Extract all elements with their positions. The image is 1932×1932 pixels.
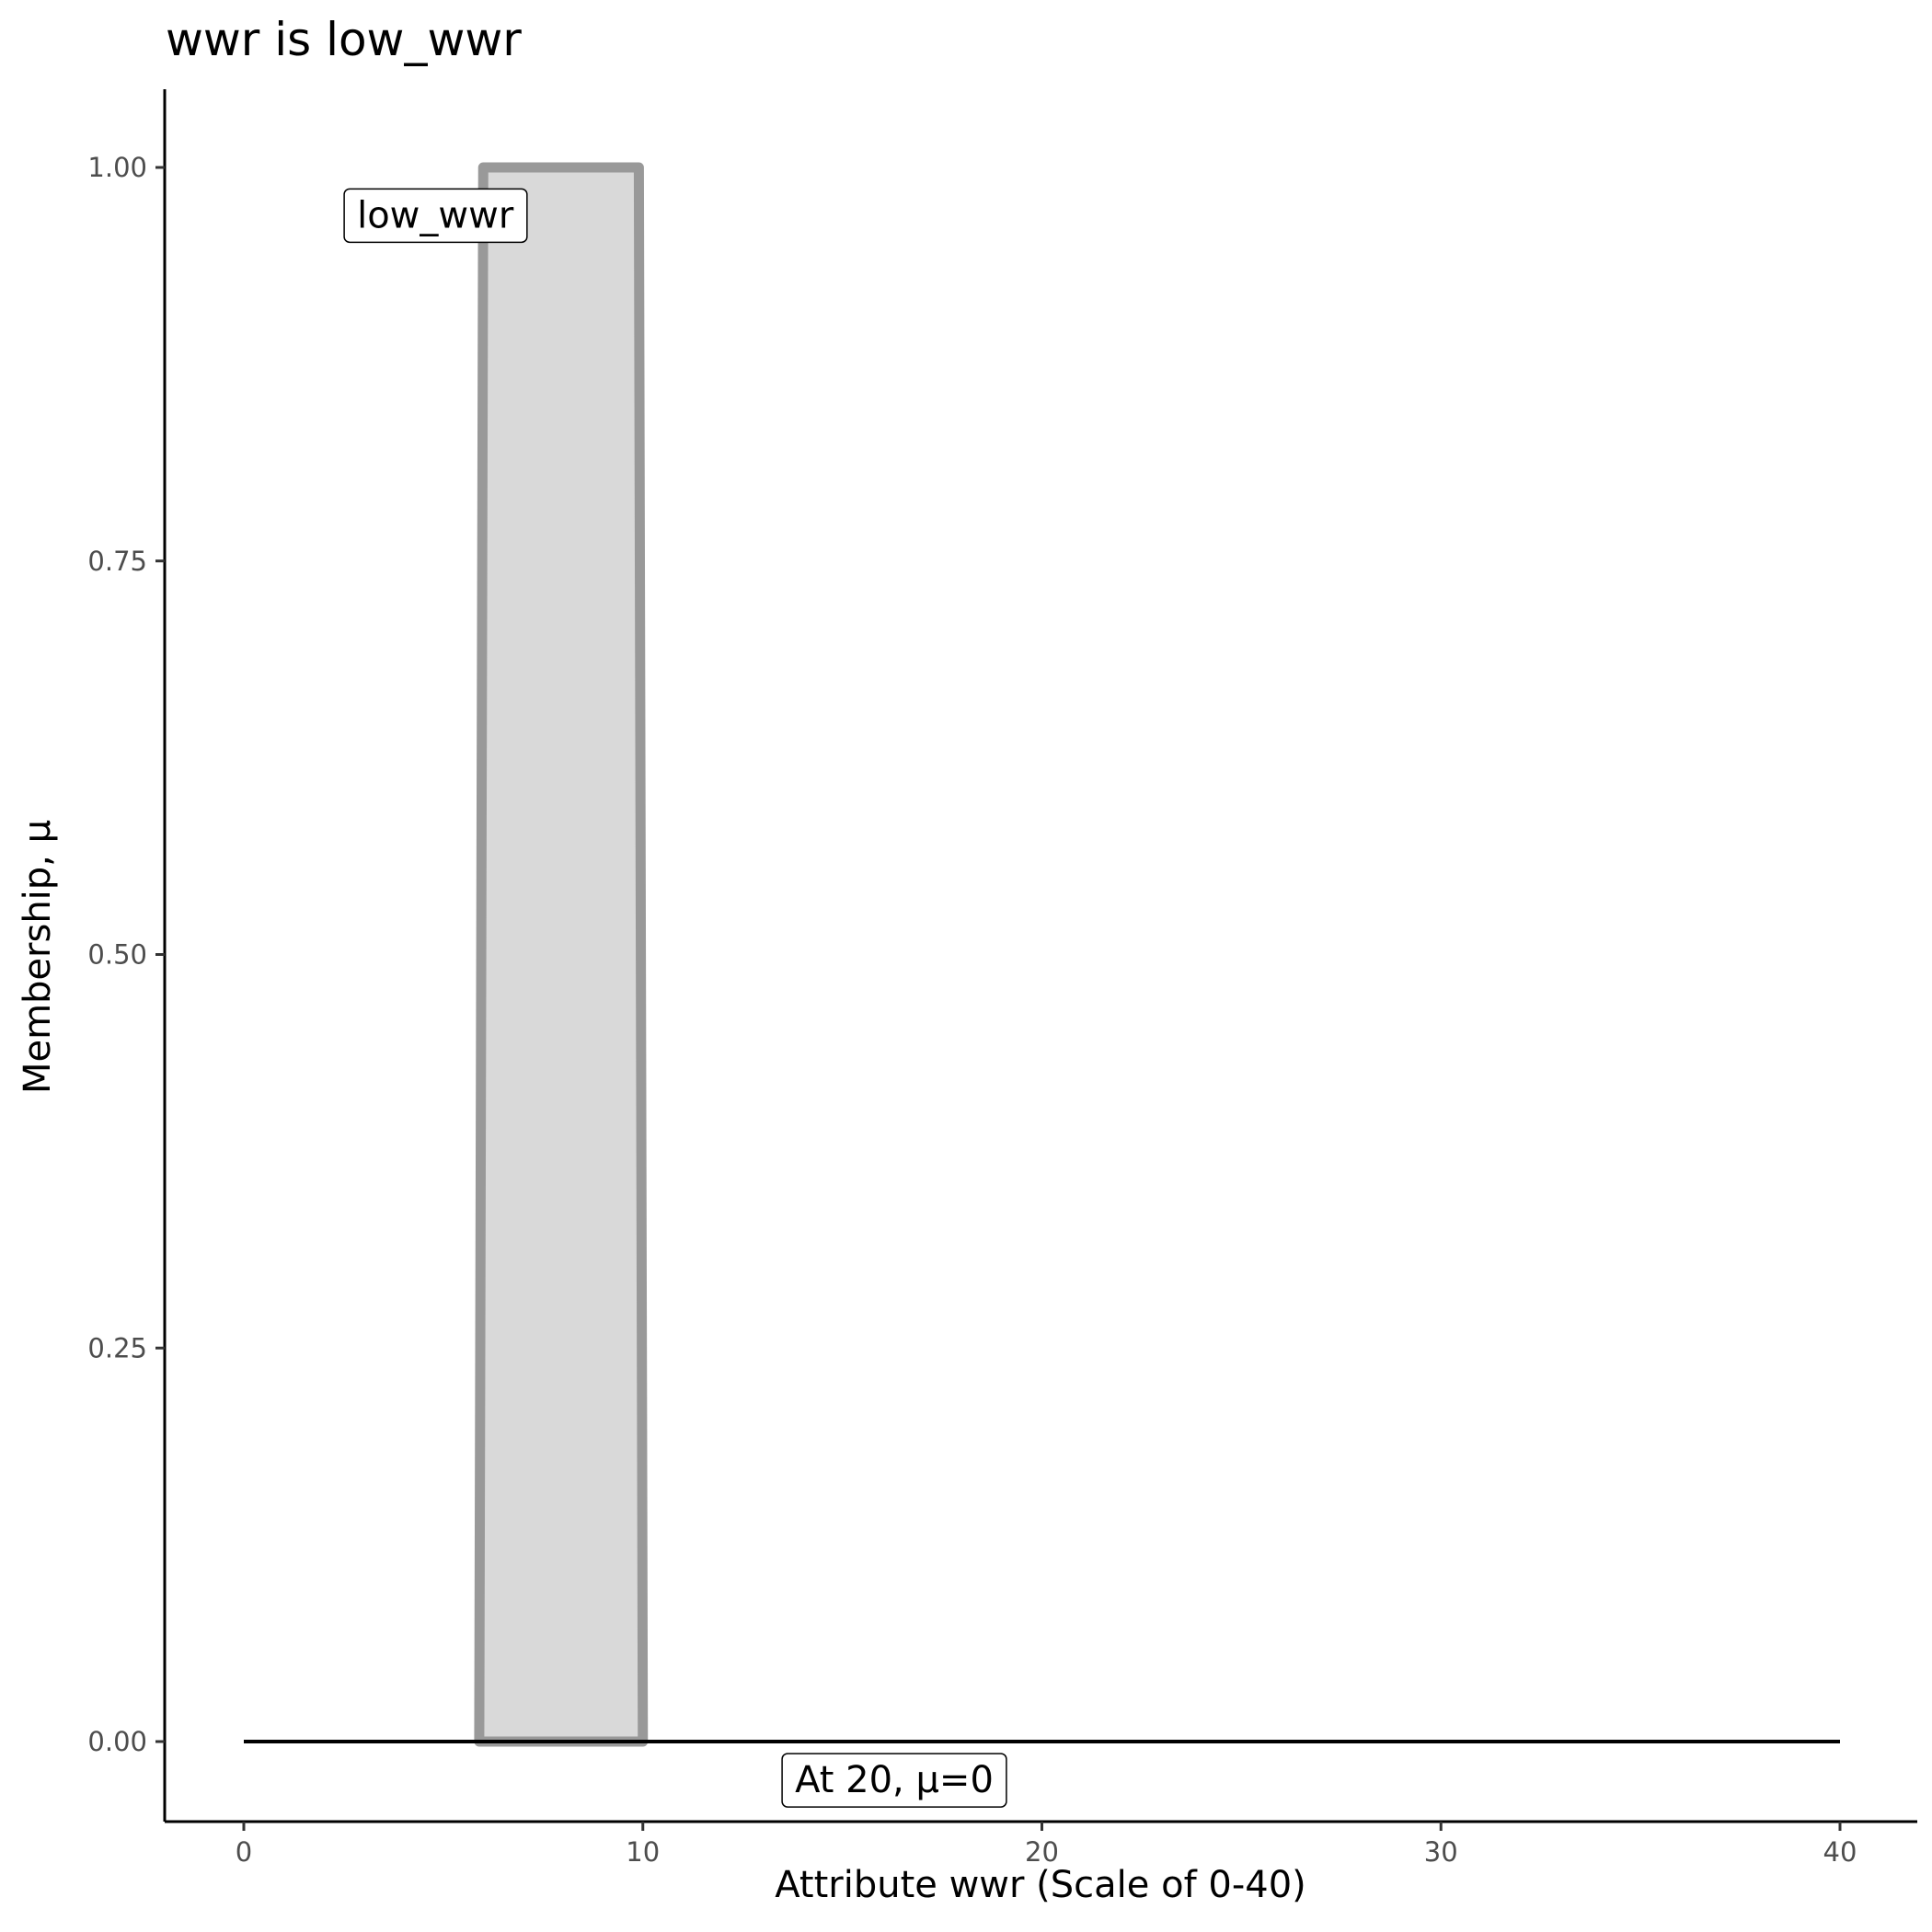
x-tick-label: 20 <box>1025 1836 1059 1868</box>
annotation-text: At 20, μ=0 <box>795 1759 994 1801</box>
membership-area-low-wwr <box>474 162 649 1747</box>
y-tick-label: 1.00 <box>87 152 147 183</box>
x-tick-label: 0 <box>236 1836 252 1868</box>
x-tick-label: 40 <box>1823 1836 1857 1868</box>
y-tick-label: 0.50 <box>87 939 147 971</box>
annotation-text: low_wwr <box>357 194 514 236</box>
y-axis-ticks: 0.00 0.25 0.50 0.75 1.00 <box>87 152 165 1757</box>
y-axis-title: Membership, μ <box>17 820 59 1094</box>
annotation-box <box>343 188 528 244</box>
y-tick-label: 0.75 <box>87 546 147 577</box>
annotation-label: low_wwr <box>343 188 528 244</box>
annotations: low_wwr At 20, μ=0 <box>343 188 1007 1808</box>
x-axis-ticks: 0 10 20 30 40 <box>236 1822 1857 1868</box>
x-tick-label: 30 <box>1424 1836 1458 1868</box>
y-tick-label: 0.25 <box>87 1332 147 1363</box>
y-tick-label: 0.00 <box>87 1726 147 1757</box>
plot-area <box>244 162 1840 1747</box>
annotation-box <box>781 1753 1007 1808</box>
x-axis-title: Attribute wwr (Scale of 0-40) <box>775 1864 1306 1906</box>
chart-title: wwr is low_wwr <box>166 13 522 66</box>
x-tick-label: 10 <box>626 1836 660 1868</box>
annotation-label: At 20, μ=0 <box>781 1753 1007 1808</box>
